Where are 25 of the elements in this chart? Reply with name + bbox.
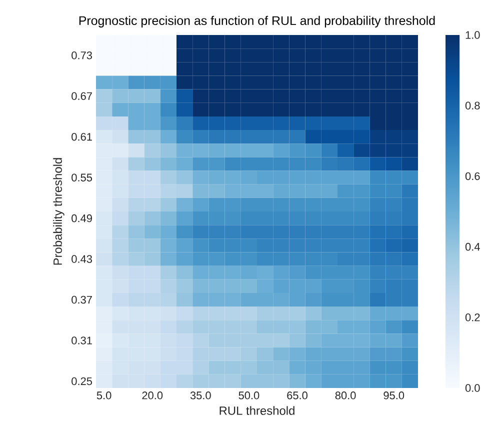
x-tick-label: 95.0	[384, 392, 404, 400]
x-tick-label: 20.0	[142, 392, 163, 400]
y-tick-label: 0.43	[72, 255, 92, 263]
color-bar-label: 0.0	[465, 384, 480, 392]
y-tick-label: 0.49	[72, 214, 92, 222]
color-bar-label: 0.8	[465, 102, 480, 110]
color-bar-label: 0.6	[465, 172, 480, 180]
x-tick-label: 80.0	[335, 392, 356, 400]
x-tick-label: 50.0	[238, 392, 260, 400]
x-axis-title: RUL threshold	[220, 406, 294, 415]
y-tick-label: 0.31	[72, 336, 92, 344]
color-bar-label: 1.0	[466, 31, 480, 39]
chart-title: Prognostic precision as function of RUL and probability threshold	[79, 16, 435, 28]
color-bar-label: 0.2	[465, 314, 480, 322]
y-axis-title: Probability threshold	[53, 158, 64, 265]
x-tick-label: 35.0	[190, 392, 211, 400]
x-tick-label: 65.0	[287, 392, 308, 400]
y-tick-label: 0.61	[72, 132, 92, 141]
color-bar-label: 0.4	[465, 242, 480, 251]
y-tick-label: 0.73	[72, 52, 92, 60]
y-tick-label: 0.37	[72, 296, 92, 304]
x-tick-label: 5.0	[96, 392, 112, 400]
y-tick-label: 0.25	[72, 377, 92, 386]
y-tick-label: 0.55	[72, 174, 92, 182]
y-tick-label: 0.67	[72, 92, 92, 100]
